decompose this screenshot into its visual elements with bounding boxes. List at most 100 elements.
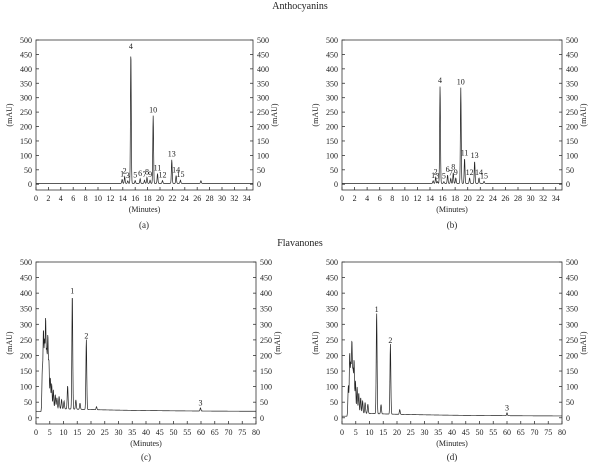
x-tick-label: 28 (206, 194, 214, 203)
y-tick-label-right: 50 (257, 166, 265, 175)
y-tick-label-left: 400 (326, 289, 338, 298)
x-axis-label: (Minutes) (436, 205, 468, 214)
y-tick-label-left: 100 (20, 151, 32, 160)
y-tick-label-left: 200 (326, 123, 338, 132)
y-tick-label-right: 200 (566, 351, 578, 360)
peak-label: 5 (133, 170, 137, 179)
x-tick-label: 6 (71, 194, 75, 203)
y-tick-label-left: 350 (326, 79, 338, 88)
y-tick-label-left: 50 (330, 398, 338, 407)
y-tick-label-right: 200 (260, 351, 272, 360)
peak-label: 3 (198, 398, 202, 407)
peak-label: 1 (70, 286, 74, 295)
chromatogram-trace (342, 313, 562, 417)
y-tick-label-right: 250 (566, 336, 578, 345)
y-tick-label-right: 100 (260, 383, 272, 392)
x-tick-label: 20 (87, 428, 95, 437)
y-tick-label-left: 0 (28, 180, 32, 189)
x-tick-label: 26 (501, 194, 509, 203)
x-tick-label: 55 (183, 428, 191, 437)
x-tick-label: 8 (390, 194, 394, 203)
chromatogram-trace (36, 56, 253, 184)
x-tick-label: 15 (379, 428, 387, 437)
peak-label: 9 (454, 168, 458, 177)
peak-label: 15 (176, 170, 184, 179)
y-tick-label-right: 50 (566, 398, 574, 407)
y-tick-label-left: 0 (334, 180, 338, 189)
y-tick-label-left: 350 (20, 305, 32, 314)
x-tick-label: 30 (527, 194, 535, 203)
x-tick-label: 10 (60, 428, 68, 437)
peak-label: 11 (461, 148, 469, 157)
x-tick-label: 16 (439, 194, 447, 203)
y-axis-label-left: (mAU) (5, 103, 14, 126)
x-tick-label: 60 (197, 428, 205, 437)
x-tick-label: 34 (552, 194, 560, 203)
y-tick-label-right: 50 (260, 398, 268, 407)
peak-label: 1 (120, 169, 124, 178)
y-tick-label-right: 300 (257, 94, 269, 103)
x-tick-label: 22 (476, 194, 484, 203)
peak-label: 2 (388, 336, 392, 345)
peak-label: 12 (158, 170, 166, 179)
x-tick-label: 75 (238, 428, 246, 437)
x-tick-label: 30 (421, 428, 429, 437)
x-tick-label: 25 (407, 428, 415, 437)
y-tick-label-right: 200 (566, 123, 578, 132)
section-title-flavanones: Flavanones (277, 238, 323, 249)
y-tick-label-left: 150 (20, 137, 32, 146)
plot-frame (341, 39, 563, 191)
x-tick-label: 35 (434, 428, 442, 437)
y-tick-label-right: 500 (566, 36, 578, 45)
y-tick-label-right: 300 (566, 94, 578, 103)
peak-label: 13 (168, 150, 176, 159)
y-tick-label-left: 450 (20, 274, 32, 283)
y-tick-label-right: 500 (257, 36, 269, 45)
x-tick-label: 34 (243, 194, 251, 203)
y-tick-label-right: 500 (566, 258, 578, 267)
y-tick-label-left: 400 (326, 65, 338, 74)
x-tick-label: 55 (489, 428, 497, 437)
x-tick-label: 14 (426, 194, 434, 203)
peak-label: 15 (480, 171, 488, 180)
x-tick-label: 30 (218, 194, 226, 203)
peak-label: 14 (172, 166, 180, 175)
y-tick-label-left: 200 (20, 351, 32, 360)
x-tick-label: 10 (94, 194, 102, 203)
peak-label: 2 (84, 331, 88, 340)
y-tick-label-left: 250 (20, 108, 32, 117)
x-tick-label: 28 (514, 194, 522, 203)
peak-label: 5 (442, 172, 446, 181)
y-tick-label-left: 100 (326, 383, 338, 392)
x-tick-label: 0 (34, 194, 38, 203)
x-tick-label: 60 (503, 428, 511, 437)
peak-label: 8 (451, 163, 455, 172)
y-axis-label-right: (mAU) (579, 331, 588, 354)
y-tick-label-left: 50 (24, 398, 32, 407)
panel-label: (d) (447, 452, 458, 462)
y-tick-label-right: 250 (257, 108, 269, 117)
x-tick-label: 4 (59, 194, 63, 203)
y-tick-label-right: 400 (260, 289, 272, 298)
y-tick-label-right: 350 (566, 79, 578, 88)
y-tick-label-right: 150 (257, 137, 269, 146)
y-tick-label-left: 100 (326, 151, 338, 160)
x-tick-label: 0 (34, 428, 38, 437)
y-tick-label-right: 100 (566, 151, 578, 160)
y-axis-label-right: (mAU) (270, 103, 279, 126)
y-tick-label-left: 300 (20, 94, 32, 103)
y-tick-label-right: 350 (566, 305, 578, 314)
peak-label: 10 (149, 106, 157, 115)
x-tick-label: 24 (181, 194, 189, 203)
peak-label: 10 (457, 78, 465, 87)
x-tick-label: 18 (451, 194, 459, 203)
plot-frame (341, 261, 563, 425)
x-tick-label: 24 (489, 194, 497, 203)
x-tick-label: 2 (46, 194, 50, 203)
y-axis-label-left: (mAU) (5, 331, 14, 354)
y-tick-label-left: 300 (326, 94, 338, 103)
peak-label: 7 (449, 168, 453, 177)
y-tick-label-right: 450 (260, 274, 272, 283)
x-tick-label: 32 (539, 194, 547, 203)
